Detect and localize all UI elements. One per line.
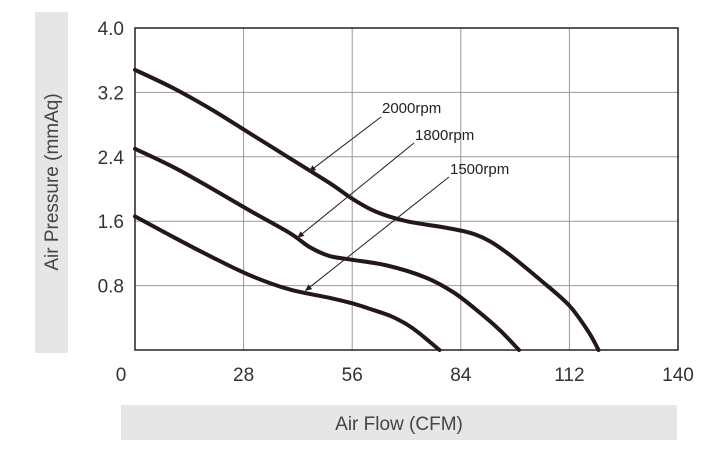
- rpm-annotations: 2000rpm 1800rpm 1500rpm: [297, 100, 509, 292]
- x-tick-label: 28: [233, 365, 254, 386]
- y-tick-label: 4.0: [98, 19, 124, 40]
- xlabel-panel: [121, 405, 677, 440]
- xlabel: Air Flow (CFM): [335, 414, 463, 435]
- plot-frame: [134, 27, 679, 351]
- annotation-label-2000rpm: 2000rpm: [382, 100, 441, 117]
- y-tick-label: 1.6: [98, 212, 124, 233]
- annotation-label-1800rpm: 1800rpm: [415, 127, 474, 144]
- x-tick-labels: 0 28 56 84 112 140: [116, 365, 694, 386]
- x-tick-label: 140: [662, 365, 694, 386]
- series-line-1500rpm: [133, 214, 442, 352]
- x-tick-label: 0: [116, 365, 127, 386]
- ylabel-panel: [35, 12, 68, 353]
- x-tick-label: 112: [554, 365, 584, 386]
- y-tick-label: 2.4: [98, 148, 125, 169]
- annotation-leader-1800rpm: [297, 142, 415, 238]
- series-line-2000rpm: [133, 67, 601, 352]
- series-line-1800rpm: [133, 146, 521, 352]
- y-tick-labels: 0.8 1.6 2.4 3.2 4.0: [98, 19, 125, 298]
- ylabel: Air Pressure (mmAq): [42, 93, 63, 270]
- x-tick-label: 56: [342, 365, 363, 386]
- annotation-leader-1500rpm: [304, 176, 450, 292]
- annotation-label-1500rpm: 1500rpm: [450, 161, 509, 178]
- grid-lines: [135, 28, 678, 350]
- series-lines: [133, 67, 601, 352]
- y-tick-label: 3.2: [98, 83, 124, 104]
- y-tick-label: 0.8: [98, 277, 124, 298]
- x-tick-label: 84: [450, 365, 472, 386]
- annotation-leader-2000rpm: [308, 116, 382, 172]
